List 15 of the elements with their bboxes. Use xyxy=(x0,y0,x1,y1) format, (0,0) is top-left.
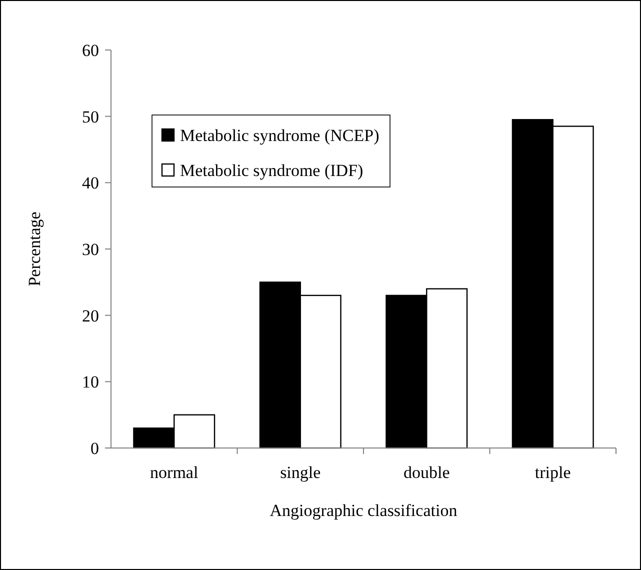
y-tick-label: 20 xyxy=(82,306,99,326)
y-tick-label: 40 xyxy=(82,174,99,193)
y-tick-label: 10 xyxy=(82,372,99,392)
x-tick-label: double xyxy=(403,463,450,482)
legend-label: Metabolic syndrome (NCEP) xyxy=(180,126,380,145)
x-axis-title: Angiographic classification xyxy=(270,501,458,520)
x-tick-label: single xyxy=(280,463,321,482)
y-tick-label: 30 xyxy=(82,240,99,259)
legend-label: Metabolic syndrome (IDF) xyxy=(180,160,364,180)
y-tick-label: 50 xyxy=(82,107,99,126)
y-axis-title: Percentage xyxy=(25,212,44,286)
x-tick-label: normal xyxy=(150,463,198,482)
x-tick-label: triple xyxy=(534,463,571,482)
y-tick-label: 0 xyxy=(90,438,99,458)
y-tick-label: 60 xyxy=(82,40,99,60)
